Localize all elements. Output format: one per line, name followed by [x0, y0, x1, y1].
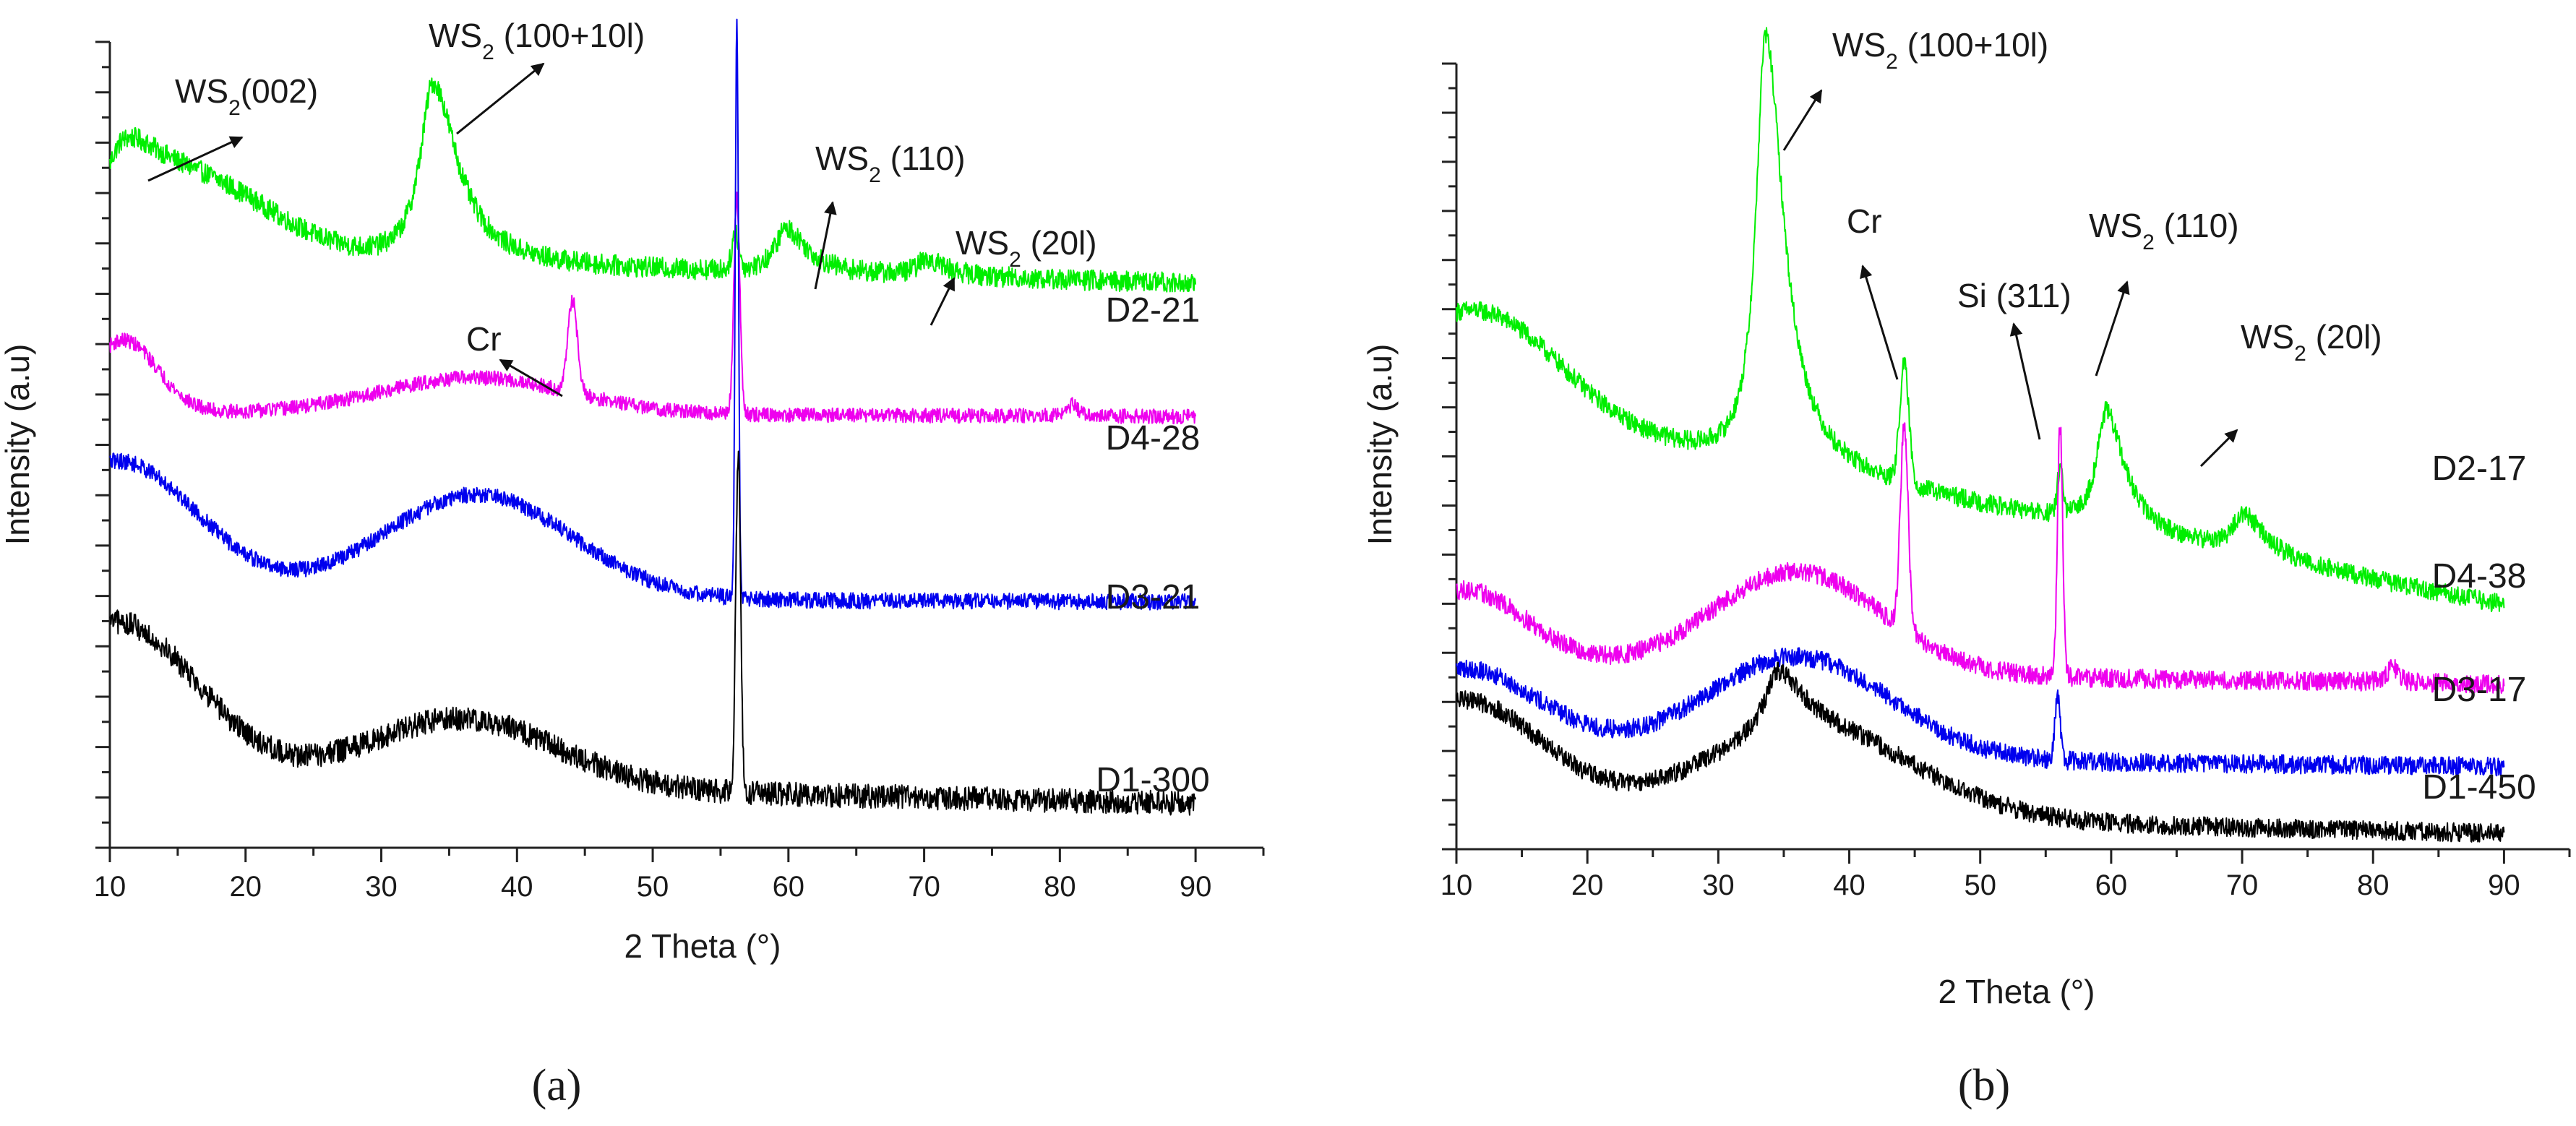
panel-b-curve-label-d4-38: D4-38: [2432, 557, 2527, 596]
panel-a-curve-label-d1-300: D1-300: [1096, 761, 1209, 799]
panel-a: 10 20 30 40 50 60 70 80 90 Intensity (a.u) 2 The…: [0, 17, 1265, 1110]
panel-a-letter: (a): [532, 1061, 582, 1110]
panel-b-series-d1-450: [1456, 661, 2505, 843]
panel-b-annotation-ws2-110: WS2 (110): [2089, 207, 2239, 254]
panel-b-x-axis-title: 2 Theta (°): [1939, 973, 2095, 1010]
panel-a-series-d3-21: [109, 18, 1197, 611]
panel-a-series-d2-21: [109, 77, 1197, 293]
panel-b-curve-label-d1-450: D1-450: [2422, 768, 2536, 807]
panel-a-arrow-ws2-100: [456, 62, 545, 135]
panel-b-x-tick-label: 50: [1964, 869, 1996, 901]
panel-a-series-d4-28: [109, 192, 1197, 425]
panel-a-curve-label-d3-21: D3-21: [1106, 578, 1201, 616]
panel-b-annotation-si-311: Si (311): [1957, 277, 2071, 314]
panel-a-annotation-ws2-20l: WS2 (20l): [956, 224, 1097, 272]
panel-a-x-tick-label: 80: [1044, 871, 1076, 903]
panel-b-x-tick-label: 80: [2357, 869, 2390, 901]
panel-b-x-tick-label: 70: [2226, 869, 2259, 901]
panel-a-x-tick-label: 60: [773, 871, 805, 903]
panel-a-curves: [109, 18, 1197, 816]
panel-b-annotation-ws2-100: WS2 (100+10l): [1832, 26, 2048, 74]
panel-b-annotation-ws2-20l: WS2 (20l): [2241, 318, 2382, 366]
panel-b-x-tick-label: 20: [1571, 869, 1604, 901]
panel-a-arrow-ws2-110: [814, 201, 837, 290]
panel-a-series-d1-300: [109, 450, 1197, 816]
panel-b-x-tick-label: 60: [2095, 869, 2128, 901]
panel-a-x-tick-label: 30: [365, 871, 398, 903]
panel-a-y-ticks: [95, 40, 110, 849]
panel-b-arrow-si-311: [2009, 322, 2041, 440]
panel-a-x-tick-label: 10: [94, 871, 126, 903]
panel-b-x-tick-label: 40: [1833, 869, 1866, 901]
panel-b-curves: [1456, 27, 2505, 843]
panel-b-x-tick-label: 90: [2488, 869, 2520, 901]
panel-a-x-axis-title: 2 Theta (°): [624, 927, 781, 965]
panel-a-x-tick-label: 20: [230, 871, 262, 903]
panel-a-x-tick-label: 50: [637, 871, 669, 903]
panel-a-arrow-ws2-002: [147, 136, 244, 182]
panel-b-series-d2-17: [1456, 27, 2505, 613]
panel-b-x-ticks: 10 20 30 40 50 60 70 80 90: [1441, 849, 2571, 901]
panel-b-letter: (b): [1958, 1061, 2010, 1110]
panel-a-curve-label-d2-21: D2-21: [1106, 291, 1201, 330]
panel-a-x-tick-label: 40: [501, 871, 533, 903]
panel-b-y-axis-title: Intensity (a.u): [1361, 344, 1399, 546]
panel-b-arrow-ws2-100: [1782, 89, 1823, 151]
panel-b-x-tick-label: 10: [1441, 869, 1473, 901]
panel-b-annotation-cr: Cr: [1847, 202, 1882, 240]
panel-a-annotation-ws2-002: WS2(002): [175, 72, 318, 120]
panel-b-curve-label-d2-17: D2-17: [2432, 450, 2527, 488]
panel-a-y-axis-title: Intensity (a.u): [0, 344, 36, 546]
panel-a-curve-label-d4-28: D4-28: [1106, 419, 1201, 457]
panel-b-x-tick-label: 30: [1702, 869, 1735, 901]
panel-a-arrow-ws2-20l: [929, 277, 956, 326]
panel-a-x-tick-label: 70: [908, 871, 940, 903]
panel-b-curve-label-d3-17: D3-17: [2432, 671, 2527, 709]
panel-a-x-ticks: 10 20 30 40 50 60 70 80 90: [94, 848, 1265, 903]
panel-a-annotation-cr: Cr: [466, 320, 502, 358]
panel-a-annotation-ws2-110: WS2 (110): [815, 139, 966, 187]
panel-a-x-tick-label: 90: [1180, 871, 1212, 903]
panel-b-series-d4-38: [1456, 422, 2505, 694]
panel-b-y-ticks: [1442, 62, 1456, 851]
panel-b-arrow-ws2-110: [2095, 280, 2130, 377]
panel-b-arrow-cr: [1860, 265, 1899, 380]
panel-b-series-d3-17: [1456, 647, 2505, 777]
panel-b: 10 20 30 40 50 60 70 80 90 Intensity (a.u) 2 The…: [1361, 26, 2571, 1110]
panel-b-arrow-ws2-20l: [2199, 429, 2238, 468]
panel-a-annotation-ws2-100: WS2 (100+10l): [429, 17, 645, 64]
panel-a-arrow-cr: [499, 358, 563, 397]
